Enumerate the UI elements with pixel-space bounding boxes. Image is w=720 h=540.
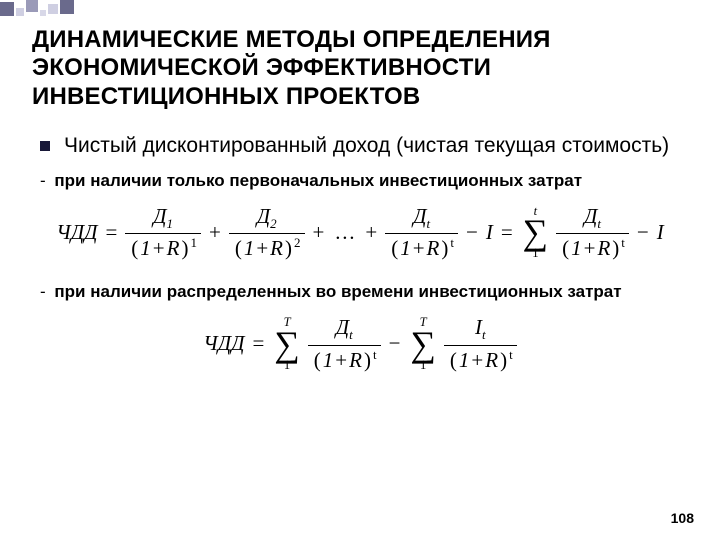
dash: -	[40, 171, 46, 190]
formula-1-wrap: ЧДД = Д1 (1+R)1 + Д2 (1+R)2 + … + Дt (1+…	[32, 205, 688, 261]
decor-square	[26, 0, 38, 12]
formula-1: ЧДД = Д1 (1+R)1 + Д2 (1+R)2 + … + Дt (1+…	[56, 205, 664, 261]
slide-title: ДИНАМИЧЕСКИЕ МЕТОДЫ ОПРЕДЕЛЕНИЯ ЭКОНОМИЧ…	[32, 26, 688, 111]
formula-2: ЧДД = T ∑ 1 Дt (1+R)t − T ∑ 1 It (1+R)t	[203, 316, 516, 372]
decor-square	[40, 10, 46, 16]
bullet-item: Чистый дисконтированный доход (чистая те…	[32, 133, 688, 159]
decor-square	[48, 4, 58, 14]
condition-2: - при наличии распределенных во времени …	[32, 282, 688, 302]
page-number: 108	[671, 510, 694, 526]
formula-2-wrap: ЧДД = T ∑ 1 Дt (1+R)t − T ∑ 1 It (1+R)t	[32, 316, 688, 372]
condition-1: - при наличии только первоначальных инве…	[32, 171, 688, 191]
bullet-marker	[40, 141, 50, 151]
decor-square	[16, 8, 24, 16]
slide-content: ДИНАМИЧЕСКИЕ МЕТОДЫ ОПРЕДЕЛЕНИЯ ЭКОНОМИЧ…	[0, 0, 720, 372]
corner-decor	[0, 0, 74, 16]
condition-1-text: при наличии только первоначальных инвест…	[54, 171, 582, 190]
decor-square	[60, 0, 74, 14]
dash: -	[40, 282, 46, 301]
bullet-text: Чистый дисконтированный доход (чистая те…	[64, 133, 669, 159]
decor-square	[0, 2, 14, 16]
condition-2-text: при наличии распределенных во времени ин…	[54, 282, 621, 301]
